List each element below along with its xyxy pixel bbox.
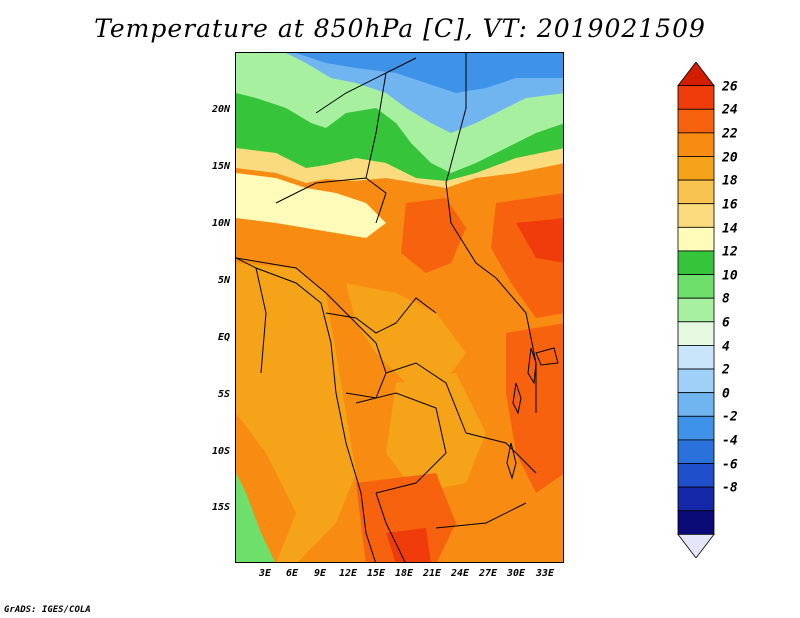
colorbar-level-label: -4 — [722, 433, 738, 449]
lake-outlines — [506, 347, 559, 480]
lon-label-18E: 18E — [394, 568, 414, 579]
colorbar-level-label: 2 — [722, 362, 730, 378]
lon-label-24E: 24E — [450, 568, 470, 579]
field-north-2C — [296, 53, 563, 93]
colorbar-swatch — [677, 297, 715, 323]
map-plot-area — [235, 52, 564, 563]
colorbar-level-label: 12 — [722, 244, 738, 260]
lon-label-15E: 15E — [366, 568, 386, 579]
field-hot-south-24C — [356, 473, 456, 562]
colorbar-swatch — [677, 486, 715, 512]
lon-label-33E: 33E — [535, 568, 555, 579]
colorbar-level-label: 10 — [722, 268, 738, 284]
colorbar-swatch — [677, 85, 715, 110]
lon-label-21E: 21E — [422, 568, 442, 579]
colorbar-bottom-triangle — [677, 533, 715, 558]
map-title: Temperature at 850hPa [C], VT: 201902150… — [94, 14, 706, 43]
coastline — [236, 257, 376, 562]
colorbar-swatch — [677, 510, 715, 535]
colorbar-level-label: 16 — [722, 197, 738, 213]
colorbar-swatch — [677, 156, 715, 181]
field-coastal-12C — [236, 473, 276, 562]
colorbar-level-label: 22 — [722, 126, 738, 142]
colorbar-swatch — [677, 368, 715, 394]
lat-label-EQ: EQ — [217, 332, 230, 343]
lon-label-30E: 30E — [506, 568, 526, 579]
colorbar-level-label: 24 — [722, 102, 738, 118]
colorbar-level-label: 6 — [722, 315, 730, 331]
colorbar-level-label: -6 — [722, 457, 738, 473]
grads-credit: GrADS: IGES/COLA — [4, 605, 91, 615]
field-central-18C — [346, 283, 466, 393]
lat-label-20N: 20N — [211, 104, 230, 115]
lat-label-15S: 15S — [211, 502, 230, 513]
colorbar — [677, 62, 715, 558]
lon-label-27E: 27E — [478, 568, 498, 579]
lat-label-5N: 5N — [217, 275, 230, 286]
lon-label-3E: 3E — [258, 568, 272, 579]
colorbar-level-label: 8 — [722, 291, 730, 307]
colorbar-swatch — [677, 108, 715, 134]
colorbar-swatch — [677, 345, 715, 370]
colorbar-swatch — [677, 250, 715, 275]
field-sahel-14C — [236, 173, 386, 238]
colorbar-swatch — [677, 179, 715, 205]
colorbar-top-triangle — [677, 62, 715, 87]
field-central-south-18C — [386, 373, 486, 493]
lat-label-15N: 15N — [211, 161, 230, 172]
colorbar-swatch — [677, 203, 715, 228]
lon-label-9E: 9E — [313, 568, 327, 579]
lon-label-12E: 12E — [338, 568, 358, 579]
colorbar-level-label: -2 — [722, 409, 738, 425]
lat-label-5S: 5S — [217, 389, 230, 400]
colorbar-level-label: 4 — [722, 339, 730, 355]
colorbar-level-label: 20 — [722, 150, 738, 166]
colorbar-level-label: 0 — [722, 386, 730, 402]
colorbar-swatch — [677, 463, 715, 488]
colorbar-swatch — [677, 132, 715, 157]
colorbar-swatch — [677, 274, 715, 299]
lat-label-10N: 10N — [211, 218, 230, 229]
field-hot-east-26C — [516, 218, 563, 263]
field-hot-south-26C — [386, 528, 431, 562]
country-borders — [236, 53, 537, 562]
colorbar-swatch — [677, 226, 715, 252]
colorbar-level-label: 14 — [722, 221, 738, 237]
colorbar-swatch — [677, 392, 715, 417]
field-hot-lakes-24C — [506, 323, 563, 493]
colorbar-swatch — [677, 321, 715, 346]
colorbar-level-label: 18 — [722, 173, 738, 189]
colorbar-level-label: -8 — [722, 480, 738, 496]
colorbar-swatch — [677, 439, 715, 464]
temperature-map — [236, 53, 563, 562]
colorbar-level-label: 26 — [722, 79, 738, 95]
lat-label-10S: 10S — [211, 446, 230, 457]
colorbar-swatch — [677, 415, 715, 441]
lon-label-6E: 6E — [285, 568, 299, 579]
